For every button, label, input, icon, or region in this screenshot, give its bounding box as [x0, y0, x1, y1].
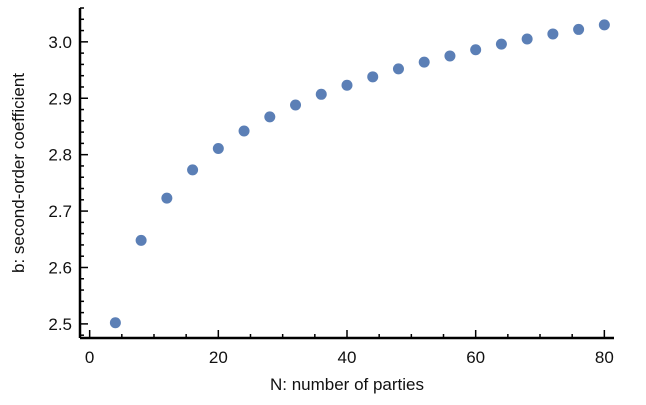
- data-point: [495, 38, 507, 50]
- data-point: [238, 125, 250, 137]
- data-point: [315, 88, 327, 100]
- x-tick-label: 60: [466, 348, 485, 367]
- data-points: [109, 19, 610, 329]
- y-axis-label: b: second-order coefficient: [9, 73, 28, 273]
- x-tick-label: 80: [595, 348, 614, 367]
- x-major-ticks: [88, 330, 606, 338]
- y-minor-ticks: [80, 7, 84, 336]
- data-point: [598, 19, 610, 31]
- x-tick-label: 0: [85, 348, 94, 367]
- y-tick-label: 2.8: [48, 146, 72, 165]
- x-tick-label: 40: [338, 348, 357, 367]
- data-point: [187, 164, 199, 176]
- y-tick-labels: 2.5 2.6 2.7 2.8 2.9 3.0: [48, 33, 72, 334]
- y-major-ticks: [80, 41, 88, 325]
- data-point: [444, 50, 456, 62]
- y-tick-label: 2.9: [48, 89, 72, 108]
- data-point: [290, 99, 302, 111]
- data-point: [392, 63, 404, 75]
- data-point: [109, 317, 121, 329]
- data-point: [264, 111, 276, 123]
- data-point: [367, 71, 379, 83]
- data-point: [418, 56, 430, 68]
- data-point: [573, 23, 585, 35]
- data-point: [547, 28, 559, 40]
- x-tick-label: 20: [209, 348, 228, 367]
- data-point: [341, 79, 353, 91]
- y-tick-label: 3.0: [48, 33, 72, 52]
- data-point: [135, 234, 147, 246]
- y-tick-label: 2.6: [48, 258, 72, 277]
- data-point: [161, 192, 173, 204]
- x-tick-labels: 0 20 40 60 80: [85, 348, 614, 367]
- data-point: [521, 33, 533, 45]
- data-point: [212, 142, 224, 154]
- x-axis-label: N: number of parties: [270, 375, 424, 394]
- data-point: [470, 44, 482, 56]
- y-tick-label: 2.7: [48, 202, 72, 221]
- y-tick-label: 2.5: [48, 315, 72, 334]
